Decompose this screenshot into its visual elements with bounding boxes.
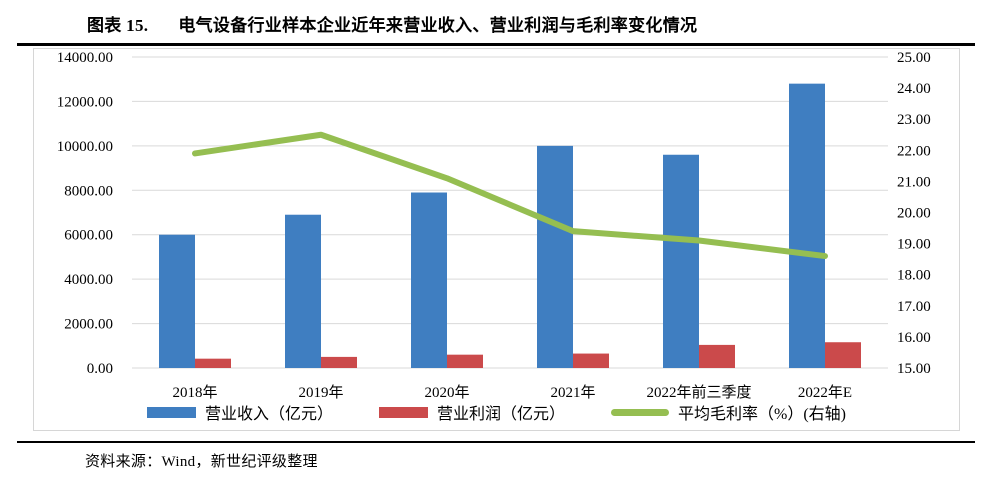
legend-bar-swatch [146,406,196,418]
legend-label: 营业收入（亿元） [204,406,333,423]
x-axis-label: 2022年前三季度 [646,384,751,401]
bar-profit [699,344,735,368]
legend-item: 营业收入（亿元） [146,400,333,424]
bar-revenue [789,83,825,369]
right-axis-tick: 24.00 [897,81,931,97]
legend-item: 营业利润（亿元） [379,400,565,424]
title-divider-rule [17,43,975,46]
legend-label: 营业利润（亿元） [437,406,566,423]
left-axis-tick: 12000.00 [57,94,113,110]
legend-bar-swatch [379,406,428,418]
footer-divider-rule [17,441,975,443]
x-axis-label: 2019年 [298,384,343,401]
bar-revenue [537,145,573,368]
right-axis-tick: 18.00 [897,268,931,284]
x-axis-label: 2018年 [172,384,217,401]
legend-item: 平均毛利率（%）(右轴) [611,400,846,424]
bar-revenue [285,214,321,368]
bar-revenue [159,234,195,368]
bar-revenue [663,154,699,368]
chart-frame: 0.00 2000.00 4000.00 6000.00 8000.00 10000.00… [33,48,960,431]
legend-label: 平均毛利率（%）(右轴) [678,406,847,423]
bar-revenue [411,192,447,368]
left-axis-tick: 14000.00 [57,50,113,66]
bar-profit [573,353,609,368]
x-axis-label: 2022年E [798,384,852,401]
legend-line-swatch [611,408,670,416]
bar-profit [195,358,231,368]
right-axis-tick: 22.00 [897,143,931,159]
figure-title: 图表 15. 电气设备行业样本企业近年来营业收入、营业利润与毛利率变化情况 [87,11,697,36]
chart-svg: 0.00 2000.00 4000.00 6000.00 8000.00 10000.00… [57,50,931,401]
bar-profit [321,356,357,368]
chart-legend: 营业收入（亿元） 营业利润（亿元） 平均毛利率（%）(右轴) [34,400,959,424]
left-axis-tick: 0.00 [87,361,113,377]
left-axis-tick: 6000.00 [64,228,113,244]
right-axis-tick: 21.00 [897,174,931,190]
left-axis-tick: 10000.00 [57,139,113,155]
right-axis-tick: 16.00 [897,330,931,346]
bar-profit [825,342,861,368]
left-axis-tick: 8000.00 [64,183,113,199]
x-axis-label: 2021年 [550,384,595,401]
right-axis-tick: 25.00 [897,50,931,66]
right-axis-tick: 17.00 [897,299,931,315]
right-axis-tick: 19.00 [897,237,931,253]
left-axis-tick: 2000.00 [64,317,113,333]
gross-margin-line [192,131,828,260]
right-axis-tick: 23.00 [897,112,931,128]
x-axis-label: 2020年 [424,384,469,401]
right-axis-tick: 15.00 [897,361,931,377]
figure-title-text: 电气设备行业样本企业近年来营业收入、营业利润与毛利率变化情况 [178,16,698,35]
right-axis-tick: 20.00 [897,206,931,222]
bar-profit [447,354,483,368]
source-note: 资料来源：Wind，新世纪评级整理 [85,454,318,470]
figure-label: 图表 15. [87,16,149,35]
left-axis-tick: 4000.00 [64,272,113,288]
